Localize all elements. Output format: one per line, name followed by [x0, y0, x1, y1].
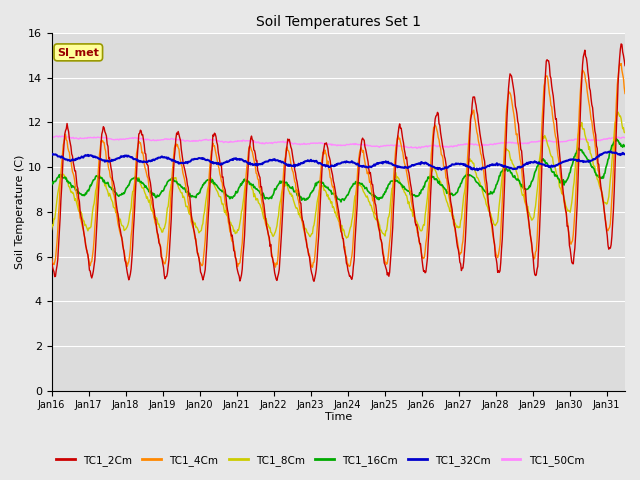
TC1_2Cm [310, 278, 318, 284]
TC1_4Cm [128, 227, 136, 232]
TC1_2Cm [618, 41, 625, 47]
TC1_32Cm [621, 151, 629, 157]
TC1_50Cm [48, 134, 56, 140]
TC1_32Cm [314, 160, 322, 166]
Text: SI_met: SI_met [58, 47, 99, 58]
TC1_32Cm [607, 149, 615, 155]
TC1_32Cm [473, 166, 481, 171]
TC1_16Cm [128, 176, 136, 182]
TC1_32Cm [48, 151, 56, 156]
TC1_8Cm [614, 109, 622, 115]
Legend: TC1_2Cm, TC1_4Cm, TC1_8Cm, TC1_16Cm, TC1_32Cm, TC1_50Cm: TC1_2Cm, TC1_4Cm, TC1_8Cm, TC1_16Cm, TC1… [52, 451, 588, 470]
TC1_8Cm [342, 235, 350, 241]
TC1_2Cm [48, 257, 56, 263]
TC1_2Cm [474, 112, 481, 118]
Line: TC1_2Cm: TC1_2Cm [52, 44, 625, 281]
Title: Soil Temperatures Set 1: Soil Temperatures Set 1 [256, 15, 421, 29]
TC1_50Cm [129, 135, 136, 141]
TC1_8Cm [314, 195, 322, 201]
TC1_2Cm [292, 176, 300, 181]
TC1_8Cm [50, 216, 58, 221]
TC1_16Cm [612, 136, 620, 142]
TC1_50Cm [315, 140, 323, 146]
TC1_2Cm [460, 259, 468, 264]
TC1_4Cm [292, 190, 300, 195]
TC1_2Cm [621, 63, 629, 69]
TC1_50Cm [461, 141, 468, 147]
TC1_32Cm [50, 152, 58, 157]
TC1_32Cm [474, 168, 481, 173]
Y-axis label: Soil Temperature (C): Soil Temperature (C) [15, 155, 25, 269]
Line: TC1_8Cm: TC1_8Cm [52, 112, 625, 238]
TC1_4Cm [315, 201, 323, 207]
TC1_8Cm [48, 227, 56, 232]
TC1_4Cm [621, 91, 629, 96]
TC1_8Cm [474, 175, 481, 180]
Line: TC1_4Cm: TC1_4Cm [52, 63, 625, 267]
TC1_2Cm [315, 233, 323, 239]
TC1_8Cm [128, 195, 136, 201]
TC1_16Cm [474, 180, 481, 186]
Line: TC1_16Cm: TC1_16Cm [52, 139, 625, 202]
TC1_16Cm [50, 179, 58, 184]
TC1_4Cm [308, 264, 316, 270]
TC1_50Cm [413, 145, 420, 151]
TC1_16Cm [460, 175, 468, 181]
TC1_32Cm [459, 162, 467, 168]
TC1_50Cm [621, 135, 629, 141]
TC1_2Cm [50, 269, 58, 275]
Line: TC1_32Cm: TC1_32Cm [52, 152, 625, 170]
TC1_50Cm [50, 134, 58, 140]
TC1_32Cm [128, 154, 136, 160]
TC1_4Cm [50, 262, 58, 267]
TC1_32Cm [292, 162, 300, 168]
Line: TC1_50Cm: TC1_50Cm [52, 136, 625, 148]
TC1_4Cm [48, 255, 56, 261]
TC1_4Cm [460, 228, 468, 234]
TC1_4Cm [474, 132, 481, 138]
TC1_16Cm [337, 199, 345, 205]
TC1_16Cm [292, 188, 300, 194]
TC1_8Cm [460, 193, 468, 199]
TC1_2Cm [128, 256, 136, 262]
TC1_8Cm [292, 205, 300, 211]
TC1_50Cm [293, 141, 301, 147]
X-axis label: Time: Time [324, 412, 352, 422]
TC1_50Cm [474, 142, 482, 148]
TC1_4Cm [618, 60, 625, 66]
TC1_16Cm [48, 182, 56, 188]
TC1_50Cm [56, 133, 63, 139]
TC1_16Cm [621, 144, 629, 149]
TC1_8Cm [621, 130, 629, 135]
TC1_16Cm [314, 180, 322, 185]
